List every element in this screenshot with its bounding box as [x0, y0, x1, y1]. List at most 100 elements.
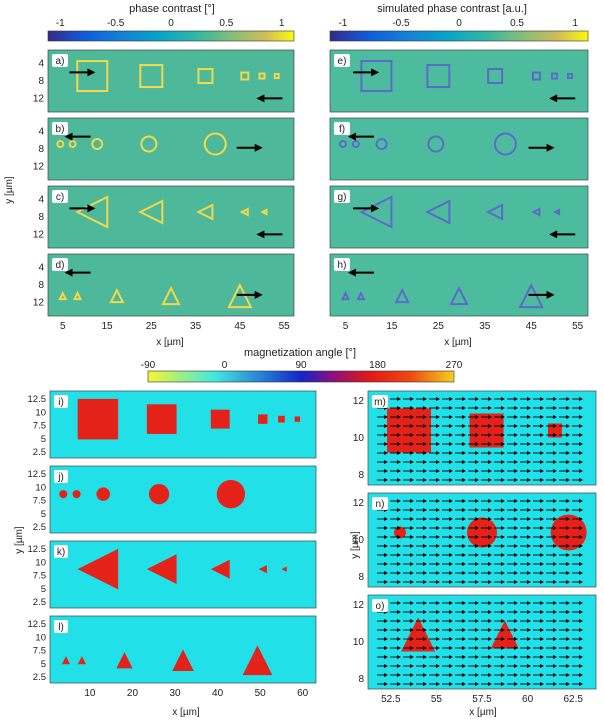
field-arrow-head: [475, 469, 479, 473]
field-arrow-head: [514, 469, 518, 473]
top-left-ylabel: y [µm]: [4, 176, 15, 204]
field-arrow-head: [475, 628, 479, 632]
panel-frame: [329, 117, 589, 181]
panel-label-box: [52, 258, 68, 271]
field-arrow-head: [384, 571, 388, 575]
panel-label-box: [334, 122, 350, 135]
field-arrow-head: [449, 664, 453, 668]
y-tick-label: 8: [358, 572, 364, 583]
field-arrow-head: [540, 406, 544, 410]
field-arrow-head: [488, 544, 492, 548]
disc-element: [148, 484, 170, 505]
bottom-right-xlabel: x [µm]: [469, 707, 497, 718]
field-arrow-head: [462, 508, 466, 512]
field-arrow-head: [514, 682, 518, 686]
panel-label-box: [52, 122, 68, 135]
field-arrow-head: [553, 535, 557, 539]
field-arrow-head: [397, 415, 401, 419]
field-arrow-head: [436, 424, 440, 428]
field-arrow-head: [566, 628, 570, 632]
field-arrow-head: [501, 553, 505, 557]
field-arrow-head: [462, 673, 466, 677]
disc-element: [427, 135, 445, 153]
arrow-head: [549, 230, 558, 239]
field-arrow-head: [449, 499, 453, 503]
field-arrow-head: [553, 601, 557, 605]
field-arrow-head: [514, 571, 518, 575]
triangle-element: [172, 649, 194, 672]
field-arrow-head: [410, 415, 414, 419]
field-arrow-head: [566, 619, 570, 623]
field-arrow-head: [423, 406, 427, 410]
field-arrow-head: [384, 553, 388, 557]
x-tick-label: 55: [279, 321, 291, 332]
panel-frame: [49, 465, 317, 534]
field-arrow-head: [449, 517, 453, 521]
field-arrow-head: [449, 655, 453, 659]
triangle-element: [359, 195, 393, 229]
field-arrow-head: [553, 655, 557, 659]
field-arrow-head: [436, 664, 440, 668]
field-arrow-head: [579, 646, 583, 650]
field-arrow-head: [540, 469, 544, 473]
field-arrow-head: [553, 610, 557, 614]
square-element: [197, 68, 214, 85]
field-arrow-head: [579, 619, 583, 623]
field-arrow-head: [527, 460, 531, 464]
disc-element: [56, 140, 65, 149]
square-element: [240, 71, 250, 81]
field-arrow-head: [514, 415, 518, 419]
top-left-colorbar-ticks: -1 -0.5 0 0.5 1: [56, 18, 285, 29]
field-arrow-head: [514, 451, 518, 455]
field-arrow-head: [488, 415, 492, 419]
arrow-head: [256, 94, 265, 103]
field-arrow-head: [449, 562, 453, 566]
y-tick-label: 12: [33, 161, 45, 172]
square-element: [258, 414, 268, 424]
field-arrow-head: [410, 499, 414, 503]
field-arrow-head: [462, 544, 466, 548]
field-arrow-head: [462, 442, 466, 446]
panel-frame: [47, 49, 295, 113]
middle-colorbar: [147, 370, 455, 383]
field-arrow-head: [566, 442, 570, 446]
field-arrow-head: [540, 553, 544, 557]
x-tick-label: 60: [522, 694, 534, 705]
y-tick-label: 7.5: [33, 571, 46, 582]
field-arrow-head: [449, 601, 453, 605]
field-arrow-head: [553, 499, 557, 503]
x-tick-label: 25: [433, 321, 445, 332]
field-arrow-head: [553, 628, 557, 632]
field-arrow-head: [566, 571, 570, 575]
field-arrow-head: [462, 397, 466, 401]
field-arrow-head: [475, 397, 479, 401]
field-arrow-head: [449, 610, 453, 614]
field-arrow-head: [475, 601, 479, 605]
field-arrow-head: [566, 517, 570, 521]
field-arrow-head: [462, 535, 466, 539]
x-tick-label: 35: [190, 321, 202, 332]
field-arrow-head: [436, 517, 440, 521]
field-arrow-head: [527, 544, 531, 548]
x-tick-label: 20: [127, 688, 139, 699]
panel-label: f): [339, 124, 345, 135]
field-arrow-head: [423, 628, 427, 632]
y-tick-label: 2.5: [33, 522, 46, 533]
field-arrow-head: [566, 460, 570, 464]
magnetization-angle-panels: i) 12.5 10 7.5 5 2.5 j) 12.5 10 7.5 5 2.5 k) 12.5 10 7.…: [28, 390, 317, 699]
field-arrow-head: [410, 571, 414, 575]
field-arrow-head: [527, 469, 531, 473]
field-arrow-head: [436, 673, 440, 677]
field-arrow-head: [436, 619, 440, 623]
field-arrow-head: [423, 424, 427, 428]
field-arrow-head: [514, 544, 518, 548]
field-arrow-head: [488, 553, 492, 557]
field-arrow-head: [475, 535, 479, 539]
field-arrow-head: [488, 562, 492, 566]
field-arrow-head: [553, 478, 557, 482]
field-arrow-head: [462, 406, 466, 410]
field-arrow-head: [579, 682, 583, 686]
field-arrow-head: [475, 526, 479, 530]
y-tick-label: 4: [38, 59, 44, 70]
field-arrow-head: [540, 655, 544, 659]
